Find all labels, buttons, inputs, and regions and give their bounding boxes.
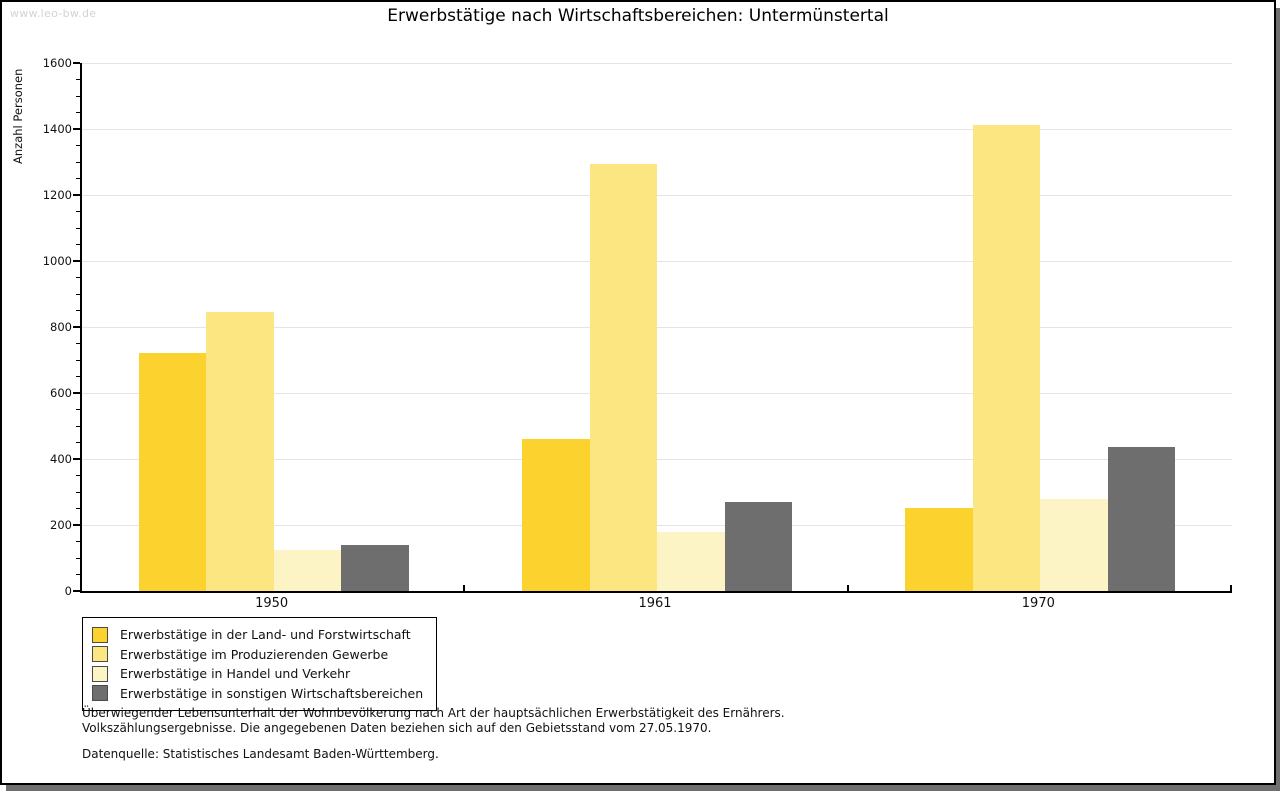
- y-minor-tick: [76, 557, 80, 559]
- y-tick-label: 0: [64, 584, 72, 598]
- y-minor-tick: [76, 425, 80, 427]
- y-axis-tick-labels: 0 200 400 600 800 1000 1200 1400 1600: [2, 56, 72, 598]
- legend-item: Erwerbstätige im Produzierenden Gewerbe: [92, 645, 423, 665]
- y-tick-label: 1600: [42, 56, 72, 70]
- bar-1961-series-4: [724, 501, 792, 591]
- footnote-line-2: Volkszählungsergebnisse. Die angegebenen…: [82, 720, 712, 735]
- legend-item: Erwerbstätige in der Land- und Forstwirt…: [92, 625, 423, 645]
- y-tick-label: 600: [50, 386, 72, 400]
- y-tick-label: 1000: [42, 254, 72, 268]
- y-minor-tick: [76, 475, 80, 476]
- x-tick: [1230, 585, 1232, 591]
- bar-1950-series-4: [341, 544, 409, 591]
- y-minor-tick: [76, 541, 80, 542]
- y-minor-tick: [76, 211, 80, 212]
- legend-label: Erwerbstätige im Produzierenden Gewerbe: [120, 646, 389, 662]
- y-minor-tick: [76, 161, 80, 163]
- y-minor-tick: [76, 310, 80, 311]
- y-minor-tick: [76, 343, 80, 344]
- data-source: Datenquelle: Statistisches Landesamt Bad…: [82, 747, 439, 761]
- bar-1961-series-2: [589, 164, 657, 591]
- legend-swatch: [92, 626, 108, 643]
- gridline: [82, 194, 1232, 196]
- bar-1970-series-1: [905, 507, 973, 591]
- legend-label: Erwerbstätige in der Land- und Forstwirt…: [120, 627, 411, 643]
- chart-title: Erwerbstätige nach Wirtschaftsbereichen:…: [387, 6, 889, 26]
- legend-item: Erwerbstätige in sonstigen Wirtschaftsbe…: [92, 684, 423, 704]
- y-minor-tick: [76, 376, 80, 377]
- gridline: [82, 62, 1232, 64]
- legend-swatch: [92, 646, 108, 663]
- gridline: [82, 458, 1232, 460]
- y-minor-tick: [76, 227, 80, 229]
- y-minor-tick: [76, 145, 80, 146]
- y-minor-tick: [76, 508, 80, 509]
- y-tick: [73, 590, 80, 592]
- legend-swatch: [92, 685, 108, 702]
- x-axis-label: 1970: [1021, 596, 1055, 611]
- x-tick: [463, 585, 466, 591]
- gridline: [82, 128, 1232, 130]
- y-minor-tick: [76, 244, 80, 245]
- y-minor-tick: [76, 359, 80, 361]
- y-minor-tick: [76, 95, 80, 97]
- legend: Erwerbstätige in der Land- und Forstwirt…: [82, 617, 438, 711]
- legend-swatch: [92, 665, 108, 682]
- y-minor-tick: [76, 112, 80, 113]
- x-axis-label: 1961: [638, 596, 672, 611]
- y-minor-tick: [76, 409, 80, 410]
- y-minor-tick: [76, 79, 80, 80]
- y-tick: [73, 194, 80, 196]
- x-axis-tick-labels: 1950 1961 1970: [80, 596, 1230, 616]
- bar-1950-series-3: [273, 550, 342, 591]
- y-tick-label: 1400: [42, 122, 72, 136]
- gridline: [82, 524, 1232, 526]
- gridline: [82, 392, 1232, 394]
- y-minor-tick: [76, 491, 80, 493]
- plot-area: [73, 62, 1232, 593]
- y-minor-tick: [76, 442, 80, 443]
- bar-1961-series-3: [657, 532, 725, 591]
- watermark: www.leo-bw.de: [10, 7, 97, 20]
- y-minor-tick: [76, 277, 80, 278]
- gridline: [82, 260, 1232, 262]
- y-tick-label: 800: [50, 320, 72, 334]
- y-tick-label: 1200: [42, 188, 72, 202]
- x-axis-label: 1950: [255, 596, 289, 611]
- y-tick: [73, 326, 80, 328]
- y-tick-label: 400: [50, 452, 72, 466]
- bar-1950-series-2: [206, 312, 274, 591]
- y-tick: [73, 524, 80, 526]
- y-tick: [73, 260, 80, 262]
- y-tick: [73, 62, 80, 64]
- bar-1970-series-3: [1040, 498, 1108, 591]
- legend-label: Erwerbstätige in Handel und Verkehr: [120, 666, 351, 682]
- bar-1950-series-1: [138, 353, 207, 591]
- legend-label: Erwerbstätige in sonstigen Wirtschaftsbe…: [120, 685, 424, 701]
- y-minor-tick: [76, 178, 80, 179]
- y-tick: [73, 128, 80, 130]
- bar-1961-series-1: [522, 438, 590, 591]
- gridline: [82, 326, 1232, 328]
- x-tick: [846, 585, 849, 591]
- y-tick: [73, 458, 80, 460]
- y-tick-label: 200: [50, 518, 72, 532]
- legend-item: Erwerbstätige in Handel und Verkehr: [92, 664, 423, 684]
- footnote-line-1: Überwiegender Lebensunterhalt der Wohnbe…: [82, 706, 785, 720]
- y-tick: [73, 392, 80, 394]
- y-minor-tick: [76, 574, 80, 575]
- bar-1970-series-2: [972, 125, 1041, 591]
- y-minor-tick: [76, 293, 80, 295]
- bar-1970-series-4: [1107, 446, 1176, 591]
- footnotes: Überwiegender Lebensunterhalt der Wohnbe…: [82, 706, 785, 762]
